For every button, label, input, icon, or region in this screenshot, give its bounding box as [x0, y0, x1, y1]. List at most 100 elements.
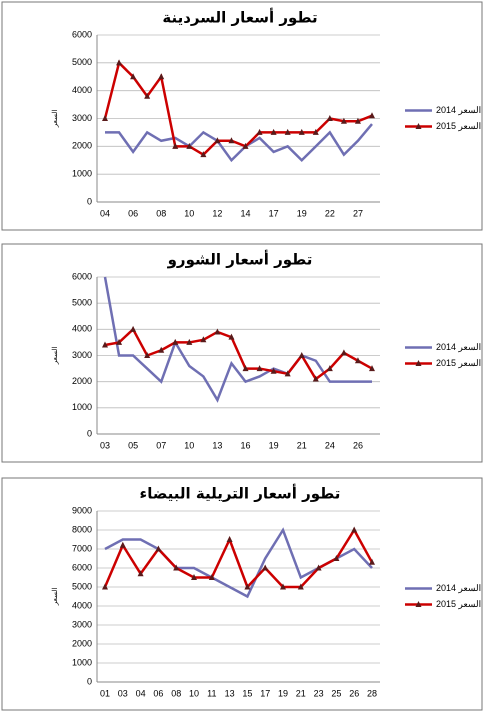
y-tick-label: 6000	[72, 29, 92, 39]
point-marker	[130, 73, 137, 80]
legend-label: السعر 2015	[436, 599, 481, 610]
x-tick-label: 17	[260, 688, 270, 698]
point-marker	[369, 112, 375, 119]
point-marker	[298, 128, 305, 135]
point-marker	[297, 583, 304, 590]
point-marker	[116, 338, 123, 345]
x-tick-label: 05	[128, 440, 138, 450]
point-marker	[102, 341, 108, 348]
chart-title: تطور أسعار السردينة	[162, 8, 317, 27]
point-marker	[200, 151, 207, 158]
chart-frame	[1, 1, 483, 231]
point-marker	[256, 365, 263, 372]
x-tick-label: 07	[156, 440, 166, 450]
x-tick-label: 03	[118, 688, 128, 698]
point-marker	[191, 574, 197, 580]
y-tick-label: 0	[87, 428, 92, 438]
point-marker	[280, 583, 286, 590]
point-marker	[312, 375, 319, 382]
x-tick-label: 04	[136, 688, 146, 698]
point-marker	[326, 365, 333, 372]
series-line	[103, 527, 374, 590]
x-tick-label: 10	[184, 208, 194, 218]
point-marker	[226, 536, 233, 542]
y-tick-label: 6000	[72, 562, 92, 572]
point-marker	[172, 338, 179, 345]
point-marker	[242, 365, 249, 372]
x-tick-label: 26	[349, 688, 359, 698]
point-marker	[326, 115, 333, 121]
point-marker	[130, 325, 137, 332]
x-tick-label: 15	[242, 688, 252, 698]
x-tick-label: 10	[184, 440, 194, 450]
x-tick-label: 03	[100, 440, 110, 450]
legend-label: السعر 2014	[436, 342, 481, 353]
x-tick-label: 19	[278, 688, 288, 698]
legend-label: السعر 2015	[436, 358, 481, 369]
legend-marker	[415, 601, 422, 607]
y-tick-label: 4000	[72, 324, 92, 334]
legend-label: السعر 2014	[436, 105, 481, 116]
legend-label: السعر 2015	[436, 121, 481, 132]
y-tick-label: 6000	[72, 271, 92, 281]
x-tick-label: 14	[241, 208, 251, 218]
y-axis-label: السعر	[51, 347, 59, 366]
x-tick-label: 01	[100, 688, 110, 698]
x-tick-label: 24	[325, 440, 335, 450]
chart-title: تطور أسعار التريلية البيضاء	[140, 484, 341, 503]
x-tick-label: 12	[212, 208, 222, 218]
y-tick-label: 8000	[72, 524, 92, 534]
x-tick-label: 08	[156, 208, 166, 218]
point-marker	[155, 545, 162, 552]
chart-title: تطور أسعار الشورو	[167, 250, 313, 269]
point-marker	[119, 541, 126, 548]
x-tick-label: 08	[171, 688, 181, 698]
x-tick-label: 11	[207, 688, 216, 698]
point-marker	[137, 570, 144, 577]
y-tick-label: 2000	[72, 376, 92, 386]
legend-label: السعر 2014	[436, 583, 481, 594]
x-tick-label: 21	[296, 688, 306, 698]
y-tick-label: 5000	[72, 581, 92, 591]
y-tick-label: 9000	[72, 505, 92, 515]
point-marker	[144, 92, 151, 99]
point-marker	[333, 555, 340, 561]
point-marker	[173, 564, 180, 571]
point-marker	[102, 115, 108, 121]
x-tick-label: 16	[241, 440, 251, 450]
y-axis-label: السعر	[51, 110, 59, 129]
series-line	[103, 276, 372, 403]
y-tick-label: 5000	[72, 57, 92, 67]
point-marker	[270, 128, 277, 135]
y-tick-label: 0	[87, 196, 92, 206]
x-tick-label: 13	[212, 440, 222, 450]
point-marker	[200, 336, 207, 343]
x-tick-label: 10	[189, 688, 199, 698]
point-marker	[244, 583, 251, 590]
point-marker	[262, 564, 269, 571]
point-marker	[340, 117, 347, 124]
point-marker	[102, 583, 108, 590]
point-marker	[144, 352, 151, 358]
y-tick-label: 2000	[72, 141, 92, 151]
point-marker	[369, 558, 375, 565]
x-tick-label: 19	[297, 208, 307, 218]
point-marker	[315, 564, 322, 571]
point-marker	[116, 59, 123, 66]
y-tick-label: 3000	[72, 113, 92, 123]
y-tick-label: 0	[87, 676, 92, 686]
x-tick-label: 06	[153, 688, 163, 698]
x-tick-label: 26	[353, 440, 363, 450]
x-tick-label: 04	[100, 208, 110, 218]
y-tick-label: 3000	[72, 619, 92, 629]
y-tick-label: 2000	[72, 638, 92, 648]
y-axis-label: السعر	[51, 588, 59, 607]
x-tick-label: 17	[269, 208, 279, 218]
point-marker	[298, 352, 305, 358]
point-marker	[214, 328, 221, 335]
point-marker	[256, 128, 263, 135]
legend-marker	[415, 360, 422, 366]
point-marker	[354, 117, 361, 124]
